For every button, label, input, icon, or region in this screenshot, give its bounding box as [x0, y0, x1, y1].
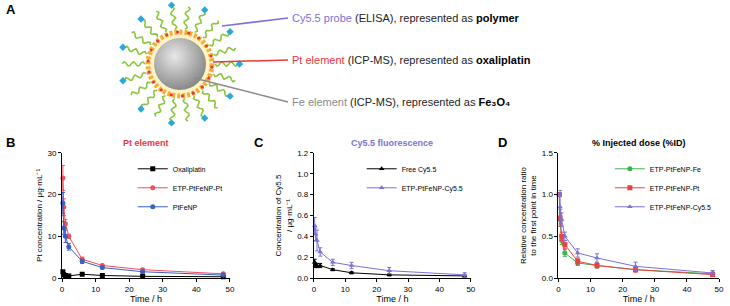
svg-text:0.0: 0.0 — [297, 274, 309, 283]
svg-text:1.0: 1.0 — [542, 190, 554, 199]
svg-text:Cy5.5 fluorescence: Cy5.5 fluorescence — [351, 138, 433, 148]
svg-text:Pt element (ICP-MS), represent: Pt element (ICP-MS), represented as oxal… — [292, 54, 531, 66]
svg-text:0.2: 0.2 — [297, 253, 309, 262]
svg-text:10: 10 — [341, 285, 350, 294]
svg-text:0.0: 0.0 — [542, 274, 554, 283]
svg-text:0: 0 — [52, 274, 57, 283]
svg-text:Pt element: Pt element — [123, 138, 169, 148]
svg-text:1.0: 1.0 — [297, 170, 309, 179]
svg-text:Cy5.5 probe (ELISA), represent: Cy5.5 probe (ELISA), represented as poly… — [292, 12, 520, 24]
svg-text:0.6: 0.6 — [297, 211, 309, 220]
svg-text:0.5: 0.5 — [542, 232, 554, 241]
svg-text:Pt concentration / μg·mL⁻¹: Pt concentration / μg·mL⁻¹ — [35, 169, 44, 262]
svg-text:40: 40 — [435, 285, 444, 294]
svg-text:ETP-PtFeNP-Cy5.5: ETP-PtFeNP-Cy5.5 — [402, 185, 463, 193]
svg-text:10: 10 — [586, 285, 595, 294]
svg-text:30: 30 — [404, 285, 413, 294]
svg-text:30: 30 — [650, 285, 659, 294]
svg-text:ETP-PtFeNP-Pt: ETP-PtFeNP-Pt — [650, 185, 699, 192]
svg-text:Concentration of Cy5.5/ μg·mL⁻: Concentration of Cy5.5/ μg·mL⁻¹ — [274, 174, 293, 256]
svg-text:Relative concentration ratioto: Relative concentration ratioto the first… — [519, 166, 538, 263]
svg-text:PtFeNP: PtFeNP — [173, 204, 198, 211]
svg-text:D: D — [498, 135, 507, 150]
svg-text:40: 40 — [192, 285, 201, 294]
svg-text:0: 0 — [312, 285, 317, 294]
svg-text:30: 30 — [158, 285, 167, 294]
svg-text:ETP-PtFeNP-Cy5.5: ETP-PtFeNP-Cy5.5 — [650, 204, 711, 212]
svg-text:0.8: 0.8 — [297, 190, 309, 199]
svg-text:C: C — [254, 135, 264, 150]
svg-text:Time / h: Time / h — [376, 294, 408, 304]
svg-text:ETP-PtFeNP-Fe: ETP-PtFeNP-Fe — [650, 166, 701, 173]
svg-text:0: 0 — [556, 285, 561, 294]
svg-text:1.5: 1.5 — [542, 149, 554, 158]
svg-text:50: 50 — [225, 285, 234, 294]
svg-text:10: 10 — [48, 232, 57, 241]
svg-text:% Injected dose (%ID): % Injected dose (%ID) — [592, 138, 686, 148]
svg-text:B: B — [6, 135, 15, 150]
svg-text:50: 50 — [466, 285, 475, 294]
svg-text:10: 10 — [91, 285, 100, 294]
svg-text:50: 50 — [715, 285, 724, 294]
svg-text:Time / h: Time / h — [130, 294, 162, 304]
svg-text:Oxaliplatin: Oxaliplatin — [173, 166, 206, 174]
svg-text:0.4: 0.4 — [297, 232, 309, 241]
svg-text:1.2: 1.2 — [297, 149, 309, 158]
svg-text:20: 20 — [48, 190, 57, 199]
svg-text:Free Cy5.5: Free Cy5.5 — [402, 166, 437, 174]
svg-text:0: 0 — [60, 285, 65, 294]
svg-text:Time / h: Time / h — [623, 294, 655, 304]
svg-text:A: A — [6, 2, 16, 17]
svg-text:30: 30 — [48, 149, 57, 158]
svg-text:20: 20 — [618, 285, 627, 294]
svg-text:40: 40 — [682, 285, 691, 294]
svg-text:Fe element (ICP-MS), represent: Fe element (ICP-MS), represented as Fe₃O… — [292, 96, 510, 108]
svg-text:ETP-PtFeNP-Pt: ETP-PtFeNP-Pt — [173, 185, 222, 192]
svg-text:20: 20 — [372, 285, 381, 294]
svg-text:20: 20 — [125, 285, 134, 294]
